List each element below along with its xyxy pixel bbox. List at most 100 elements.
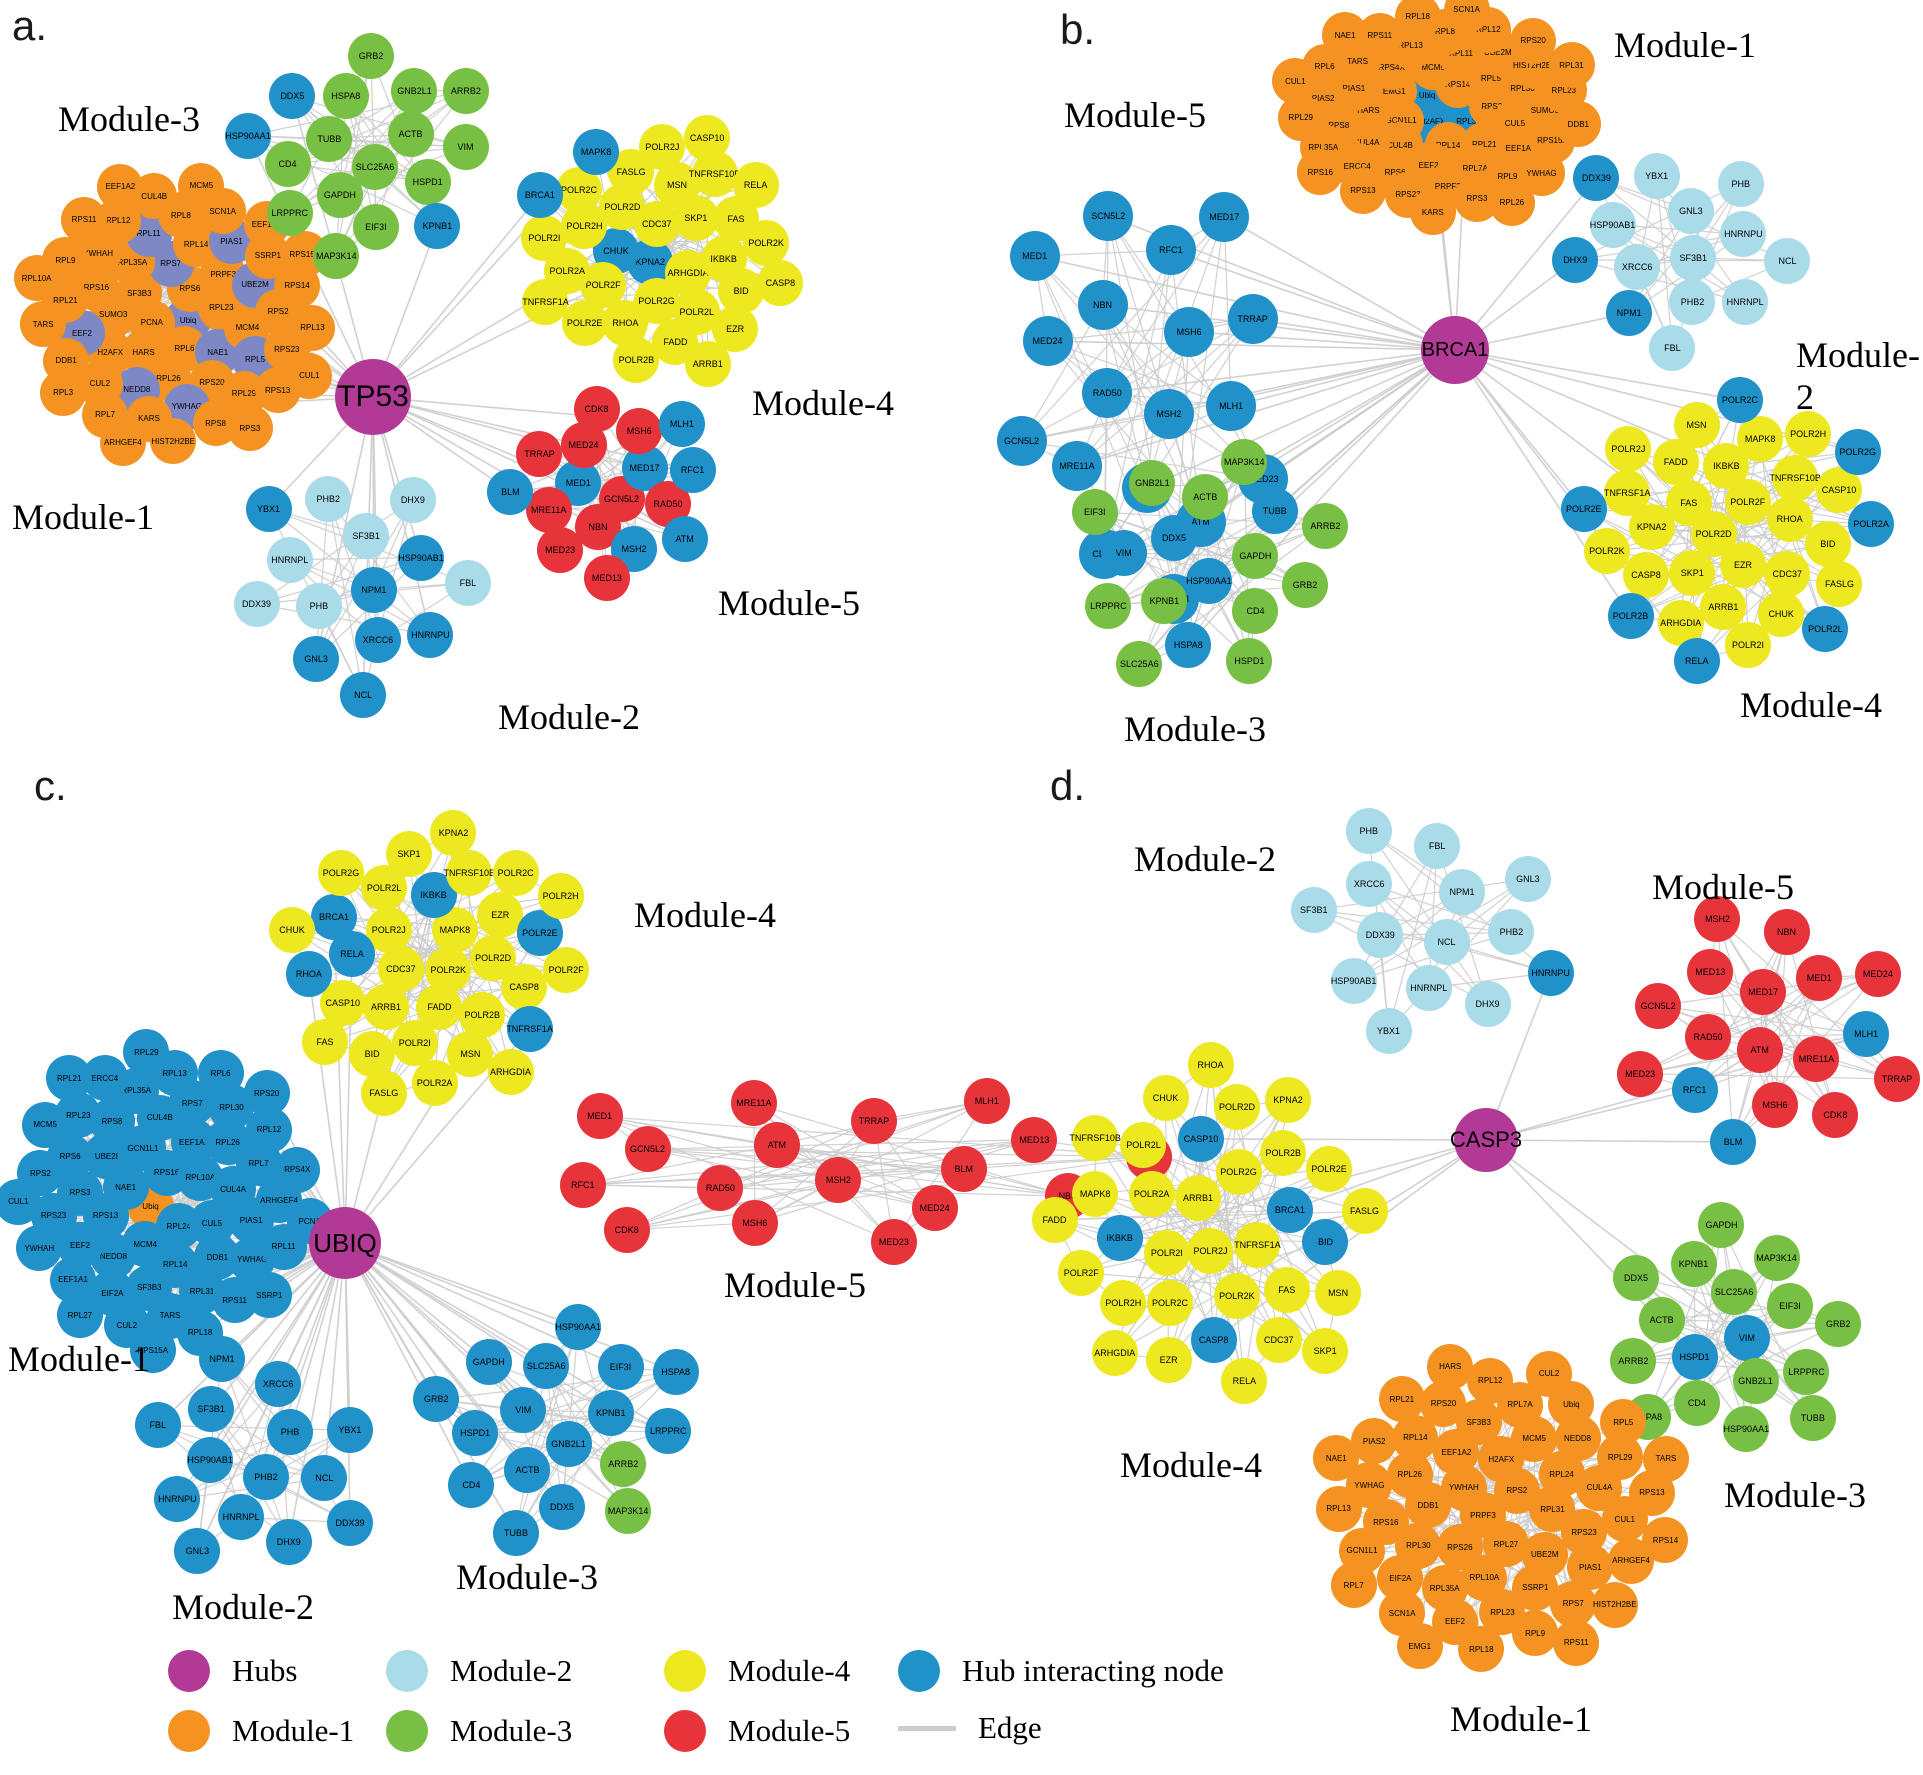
gene-node-ACTB[interactable]: ACTB	[1182, 474, 1229, 521]
gene-node-MED23[interactable]: MED23	[1617, 1050, 1664, 1097]
gene-node-ACTB[interactable]: ACTB	[1638, 1296, 1685, 1343]
gene-node-LRPPRC[interactable]: LRPPRC	[1085, 582, 1132, 629]
gene-node-MCM5[interactable]: MCM5	[178, 162, 225, 209]
gene-node-ARHGDIA[interactable]: ARHGDIA	[1657, 599, 1704, 646]
gene-node-POLR2J[interactable]: POLR2J	[1605, 426, 1652, 473]
gene-node-POLR2H[interactable]: POLR2H	[1785, 410, 1832, 457]
gene-node-POLR2I[interactable]: POLR2I	[1143, 1230, 1190, 1277]
gene-node-PHB[interactable]: PHB	[295, 582, 342, 629]
gene-node-KPNB1[interactable]: KPNB1	[587, 1389, 634, 1436]
gene-node-CD4[interactable]: CD4	[448, 1461, 495, 1508]
gene-node-HSP90AB1[interactable]: HSP90AB1	[187, 1436, 234, 1483]
gene-node-CASP8[interactable]: CASP8	[1623, 552, 1670, 599]
gene-node-TARS[interactable]: TARS	[20, 301, 67, 348]
gene-node-ARRB1[interactable]: ARRB1	[1175, 1175, 1222, 1222]
hub-node-UBIQ[interactable]: UBIQ	[309, 1207, 381, 1279]
gene-node-MED1[interactable]: MED1	[1009, 231, 1060, 282]
gene-node-RFC1[interactable]: RFC1	[669, 447, 716, 494]
gene-node-DDX39[interactable]: DDX39	[233, 581, 280, 628]
gene-node-RPL9[interactable]: RPL9	[1512, 1610, 1559, 1657]
gene-node-CD4[interactable]: CD4	[264, 141, 311, 188]
gene-node-ACTB[interactable]: ACTB	[504, 1446, 551, 1493]
gene-node-HNRNPL[interactable]: HNRNPL	[218, 1494, 265, 1541]
gene-node-POLR2G[interactable]: POLR2G	[1834, 429, 1881, 475]
gene-node-GRB2[interactable]: GRB2	[1282, 562, 1329, 609]
gene-node-POLR2A[interactable]: POLR2A	[411, 1059, 458, 1106]
gene-node-KPNB1[interactable]: KPNB1	[1670, 1241, 1717, 1288]
gene-node-BLM[interactable]: BLM	[940, 1145, 987, 1192]
gene-node-RPL27[interactable]: RPL27	[56, 1292, 103, 1339]
gene-node-TRRAP[interactable]: TRRAP	[1227, 293, 1278, 344]
gene-node-PHB2[interactable]: PHB2	[1669, 278, 1716, 325]
gene-node-ARRB1[interactable]: ARRB1	[1700, 583, 1747, 630]
gene-node-POLR2E[interactable]: POLR2E	[1560, 486, 1607, 533]
gene-node-RPS20[interactable]: RPS20	[243, 1070, 290, 1117]
gene-node-MED23[interactable]: MED23	[870, 1219, 917, 1266]
gene-node-RFC1[interactable]: RFC1	[1145, 225, 1196, 276]
gene-node-HNRNPL[interactable]: HNRNPL	[266, 536, 313, 583]
gene-node-PHB2[interactable]: PHB2	[1488, 909, 1535, 956]
gene-node-SCN1A[interactable]: SCN1A	[1443, 0, 1490, 33]
gene-node-CASP10[interactable]: CASP10	[1177, 1115, 1224, 1162]
gene-node-TNFRSF10B[interactable]: TNFRSF10B	[444, 849, 495, 896]
gene-node-EEF1A2[interactable]: EEF1A2	[97, 163, 144, 210]
gene-node-MSH6[interactable]: MSH6	[1752, 1082, 1799, 1129]
gene-node-HNRNPL[interactable]: HNRNPL	[1722, 278, 1769, 325]
gene-node-NPM1[interactable]: NPM1	[1606, 290, 1653, 337]
gene-node-ACTB[interactable]: ACTB	[387, 111, 434, 158]
gene-node-GNL3[interactable]: GNL3	[1667, 187, 1714, 234]
gene-node-RPL7[interactable]: RPL7	[1330, 1562, 1377, 1609]
gene-node-ARRB2[interactable]: ARRB2	[600, 1441, 647, 1488]
gene-node-SKP1[interactable]: SKP1	[386, 830, 433, 877]
gene-node-LRPPRC[interactable]: LRPPRC	[1783, 1348, 1830, 1395]
gene-node-MLH1[interactable]: MLH1	[1843, 1011, 1890, 1058]
gene-node-TUBB[interactable]: TUBB	[493, 1510, 539, 1557]
hub-node-CASP3[interactable]: CASP3	[1450, 1108, 1522, 1172]
gene-node-PHB[interactable]: PHB	[1345, 808, 1392, 855]
gene-node-POLR2D[interactable]: POLR2D	[1214, 1083, 1261, 1130]
gene-node-FBL[interactable]: FBL	[1414, 822, 1461, 869]
gene-node-SCN5L2[interactable]: SCN5L2	[1083, 190, 1134, 241]
gene-node-BRCA1[interactable]: BRCA1	[1266, 1186, 1313, 1233]
gene-node-XRCC6[interactable]: XRCC6	[1614, 243, 1661, 290]
gene-node-HSPD1[interactable]: HSPD1	[1671, 1333, 1718, 1380]
gene-node-ATM[interactable]: ATM	[753, 1122, 800, 1169]
gene-node-MLH1[interactable]: MLH1	[1206, 381, 1257, 432]
gene-node-DHX9[interactable]: DHX9	[389, 477, 436, 524]
gene-node-CD4[interactable]: CD4	[1673, 1380, 1720, 1427]
gene-node-HSP90AB1[interactable]: HSP90AB1	[398, 534, 445, 581]
gene-node-POLR2H[interactable]: POLR2H	[537, 873, 584, 920]
gene-node-HNRNPU[interactable]: HNRNPU	[1720, 211, 1767, 258]
gene-node-HSP90AA1[interactable]: HSP90AA1	[1185, 557, 1232, 604]
gene-node-CUL1[interactable]: CUL1	[286, 352, 333, 399]
gene-node-FAS[interactable]: FAS	[1263, 1267, 1310, 1313]
gene-node-MAP3K14[interactable]: MAP3K14	[1221, 438, 1268, 485]
gene-node-EZR[interactable]: EZR	[477, 892, 524, 939]
gene-node-RPL3[interactable]: RPL3	[40, 369, 87, 416]
gene-node-ATM[interactable]: ATM	[1736, 1026, 1783, 1073]
gene-node-ARRB1[interactable]: ARRB1	[363, 983, 409, 1030]
gene-node-POLR2H[interactable]: POLR2H	[1100, 1279, 1147, 1326]
gene-node-HNRNPU[interactable]: HNRNPU	[1527, 949, 1574, 996]
gene-node-PHB2[interactable]: PHB2	[243, 1454, 290, 1501]
gene-node-POLR2B[interactable]: POLR2B	[459, 992, 506, 1039]
gene-node-YWHAH[interactable]: YWHAH	[16, 1225, 63, 1272]
gene-node-POLR2G[interactable]: POLR2G	[1215, 1148, 1262, 1195]
gene-node-ARRB2[interactable]: ARRB2	[442, 67, 489, 114]
gene-node-GAPDH[interactable]: GAPDH	[465, 1339, 512, 1386]
gene-node-POLR2I[interactable]: POLR2I	[1725, 622, 1772, 669]
gene-node-POLR2C[interactable]: POLR2C	[492, 850, 539, 897]
gene-node-RHOA[interactable]: RHOA	[1766, 496, 1813, 543]
gene-node-CD4[interactable]: CD4	[1232, 588, 1279, 635]
gene-node-RAD50[interactable]: RAD50	[1685, 1014, 1732, 1061]
gene-node-EIF3I[interactable]: EIF3I	[352, 204, 399, 251]
gene-node-SF3B1[interactable]: SF3B1	[188, 1386, 235, 1433]
gene-node-PHB[interactable]: PHB	[1717, 161, 1764, 208]
gene-node-EIF3I[interactable]: EIF3I	[1071, 488, 1118, 535]
gene-node-ARHGDIA[interactable]: ARHGDIA	[487, 1049, 534, 1096]
gene-node-RELA[interactable]: RELA	[1673, 638, 1720, 685]
gene-node-RPL29[interactable]: RPL29	[123, 1029, 170, 1076]
gene-node-LRPPRC[interactable]: LRPPRC	[266, 190, 313, 237]
gene-node-CDC37[interactable]: CDC37	[1764, 550, 1811, 597]
gene-node-MED1[interactable]: MED1	[1796, 955, 1843, 1002]
